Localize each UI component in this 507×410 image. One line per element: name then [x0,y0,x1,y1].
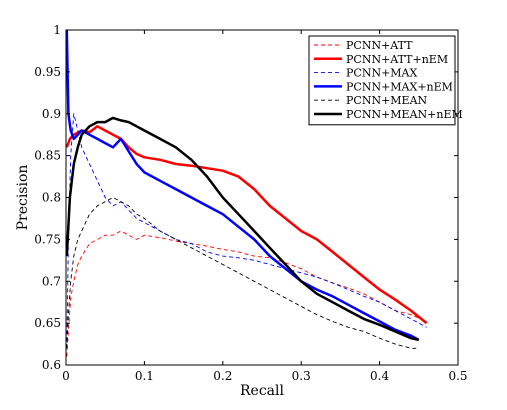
y-tick-label: 0.95 [34,65,61,79]
legend-label: PCNN+MEAN [346,94,428,107]
legend-label: PCNN+ATT [346,39,413,52]
y-tick-label: 0.65 [34,316,61,330]
series-line-3 [65,29,420,342]
legend-label: PCNN+ATT+nEM [346,53,448,66]
y-tick-label: 0.75 [34,232,61,246]
legend-box [308,35,456,126]
y-tick-label: 0.9 [42,107,61,121]
x-tick-label: 0 [62,369,70,383]
legend-label: PCNN+MAX [346,67,417,80]
legend-label: PCNN+MEAN+nEM [346,108,463,121]
x-tick-label: 0.3 [292,369,311,383]
legend-label: PCNN+MAX+nEM [346,80,453,93]
legend: PCNN+ATTPCNN+ATT+nEMPCNN+MAXPCNN+MAX+nEM… [308,35,463,126]
series-line-4 [66,197,419,349]
series-line-2 [66,113,427,349]
x-tick-label: 0.5 [448,369,467,383]
axis-ticks: 0 0.1 0.2 0.3 0.4 0.5 0.6 0.65 0.7 0.75 0.8 0.85 0.9… [34,23,467,383]
y-tick-label: 1 [53,23,61,37]
y-tick-label: 0.85 [34,149,61,163]
plot-lines [65,29,428,357]
series-line-5 [65,116,420,342]
x-tick-label: 0.1 [135,369,154,383]
y-tick-label: 0.8 [42,191,61,205]
series-line-0 [66,230,427,357]
x-axis-title: Recall [240,383,284,399]
y-tick-label: 0.6 [42,358,61,372]
y-axis-title: Precision [15,165,31,231]
x-tick-label: 0.2 [213,369,232,383]
x-tick-label: 0.4 [370,369,389,383]
y-tick-label: 0.7 [42,274,61,288]
